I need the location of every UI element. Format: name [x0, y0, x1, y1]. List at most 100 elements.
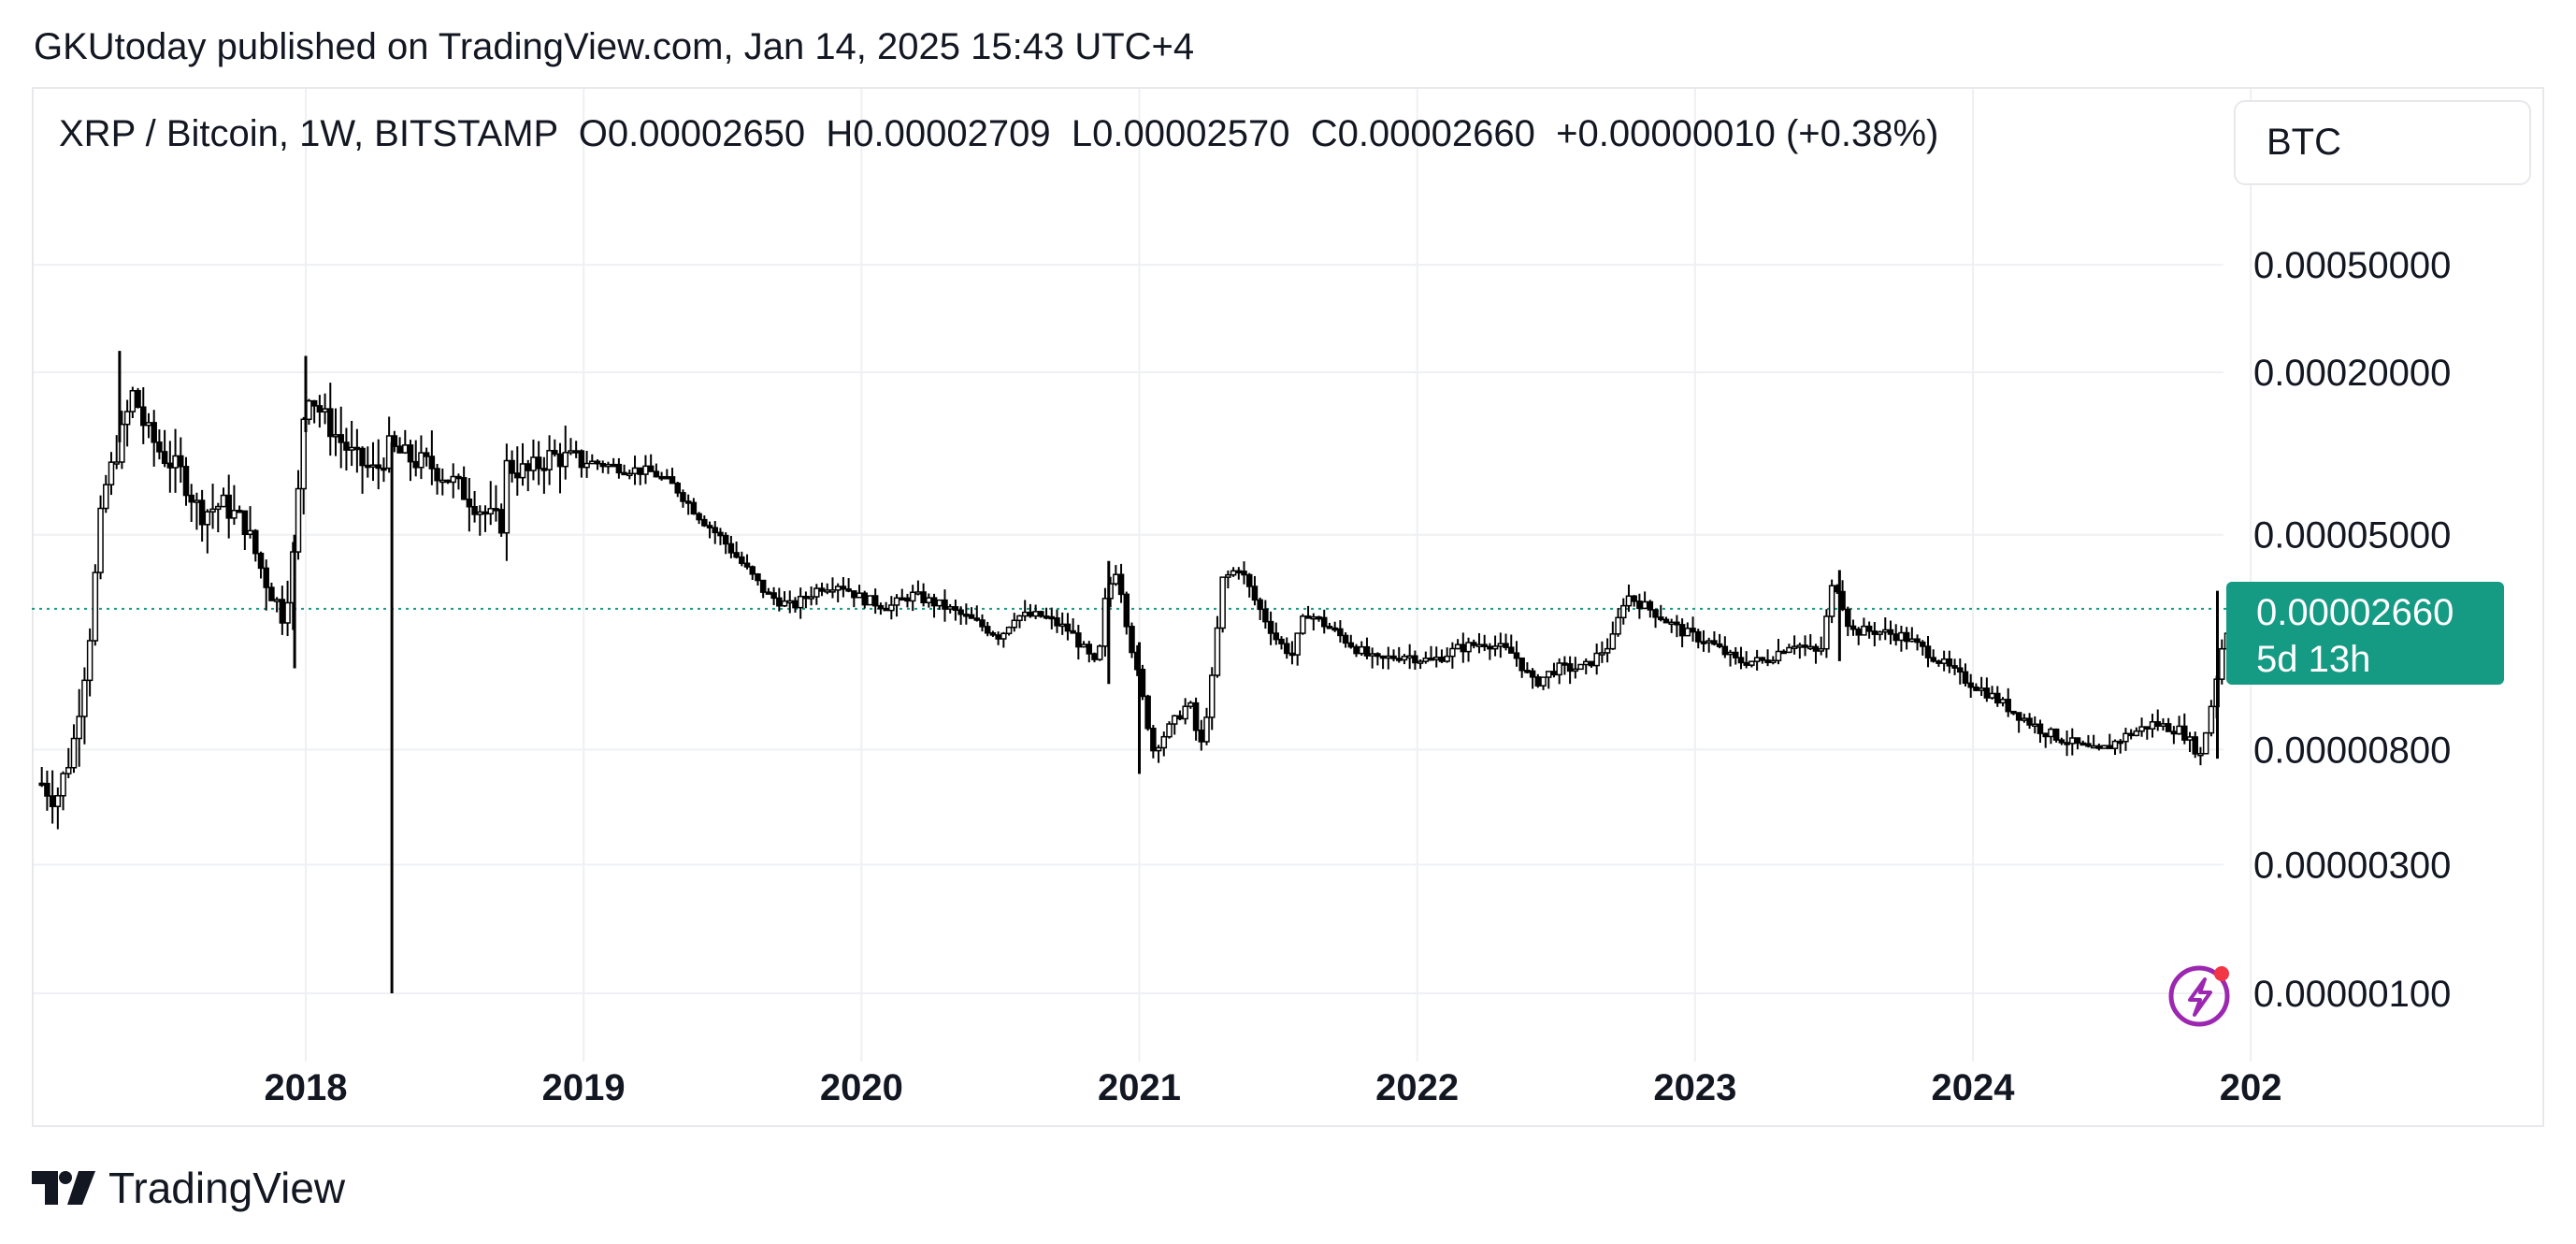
- candle-body: [1230, 570, 1237, 576]
- candle-body: [1203, 716, 1210, 743]
- candle-body: [1994, 692, 2001, 704]
- candle-body: [2101, 745, 2108, 749]
- candle-body: [1460, 644, 1467, 653]
- candle-body: [2058, 739, 2065, 744]
- candle-body: [802, 595, 810, 600]
- candle-body: [1454, 644, 1461, 650]
- candle-body: [2138, 726, 2145, 732]
- candle-body: [1631, 595, 1637, 602]
- candle-body: [444, 479, 452, 484]
- candle-body: [1936, 660, 1942, 664]
- candle-body: [1129, 626, 1135, 654]
- candle-body: [1058, 623, 1066, 628]
- x-tick-label: 2024: [1932, 1067, 2016, 1108]
- candle-body: [2107, 745, 2113, 749]
- candle-body: [525, 463, 531, 471]
- candle-body: [1021, 611, 1029, 617]
- candle-body: [1358, 645, 1365, 655]
- candle-body: [1818, 647, 1824, 652]
- candle-body: [920, 591, 927, 603]
- candle-body: [1449, 647, 1456, 658]
- candle-body: [1171, 715, 1178, 725]
- candle-body: [178, 455, 184, 468]
- candle-body: [631, 467, 639, 475]
- candle-body: [599, 462, 606, 468]
- candle-body: [684, 500, 692, 504]
- candle-body: [1647, 600, 1654, 611]
- candle-body: [1641, 600, 1648, 610]
- candle-body: [1534, 676, 1542, 687]
- candle-body: [375, 464, 381, 470]
- candle-body: [1887, 629, 1894, 635]
- candle-body: [1363, 645, 1371, 657]
- candle-body: [396, 445, 403, 454]
- price-axis: 0.00050000 0.00020000 0.00005000 0.00000800…: [2253, 245, 2451, 1015]
- candle-body: [530, 456, 537, 471]
- candle-body: [1214, 627, 1221, 676]
- candle-body: [1155, 746, 1162, 752]
- candle-body: [247, 529, 253, 536]
- candle-body: [1412, 655, 1418, 664]
- candle-body: [1791, 645, 1798, 649]
- candle-body: [2074, 737, 2081, 745]
- candle-body: [1770, 659, 1777, 664]
- candle-body: [1337, 628, 1344, 637]
- candle-body: [2165, 723, 2172, 732]
- candle-body: [225, 494, 232, 519]
- candle-body: [861, 592, 869, 606]
- candle-body: [1503, 643, 1509, 648]
- candle-body: [701, 518, 708, 527]
- candle-body: [1711, 640, 1718, 645]
- candle-body: [2032, 723, 2038, 728]
- candle-body: [2117, 740, 2123, 745]
- candle-body: [658, 475, 665, 480]
- candle-body: [888, 604, 895, 612]
- candle-body: [2192, 736, 2198, 755]
- tradingview-brand[interactable]: TradingView: [32, 1163, 345, 1213]
- candle-body: [450, 475, 456, 484]
- legend-high: H0.00002709: [826, 113, 1051, 154]
- candle-body: [1684, 628, 1691, 637]
- candle-body: [749, 566, 756, 575]
- candle-body: [1716, 643, 1723, 647]
- candle-body: [1678, 624, 1686, 637]
- x-tick-label: 2020: [820, 1067, 903, 1108]
- candle-body: [1428, 658, 1434, 661]
- legend-close: C0.00002660: [1310, 113, 1535, 154]
- candle-body: [1967, 682, 1974, 688]
- currency-selector[interactable]: BTC: [2234, 100, 2531, 185]
- candle-body: [942, 599, 948, 610]
- candle-body: [743, 562, 751, 568]
- candle-body: [1978, 687, 1985, 691]
- candle-body: [215, 505, 222, 511]
- candle-body: [930, 597, 938, 607]
- candle-body: [1278, 638, 1285, 644]
- candle-body: [642, 465, 649, 475]
- candle-body: [1545, 671, 1552, 678]
- candle-body: [824, 589, 831, 593]
- chart-frame: [32, 87, 2544, 1127]
- candle-body: [739, 556, 745, 564]
- candle-body: [583, 462, 590, 469]
- candle-body: [44, 782, 50, 797]
- candle-body: [359, 447, 366, 467]
- candle-body: [322, 408, 328, 413]
- candle-body: [279, 599, 286, 624]
- candle-body: [140, 406, 147, 427]
- candle-body: [2095, 745, 2103, 749]
- candle-body: [647, 465, 655, 472]
- candle-body: [1438, 657, 1446, 662]
- candle-body: [1652, 609, 1659, 618]
- x-tick-label: 2019: [542, 1067, 626, 1108]
- candlestick-series: [38, 351, 2263, 993]
- y-tick-label: 0.00000300: [2253, 845, 2451, 886]
- candle-body: [343, 441, 350, 451]
- bar-countdown: 5d 13h: [2256, 639, 2371, 680]
- candle-body: [626, 472, 633, 477]
- candle-body: [471, 505, 478, 515]
- candle-body: [509, 459, 515, 474]
- candle-body: [2144, 726, 2151, 730]
- candle-body: [231, 510, 237, 519]
- candle-body: [946, 606, 954, 610]
